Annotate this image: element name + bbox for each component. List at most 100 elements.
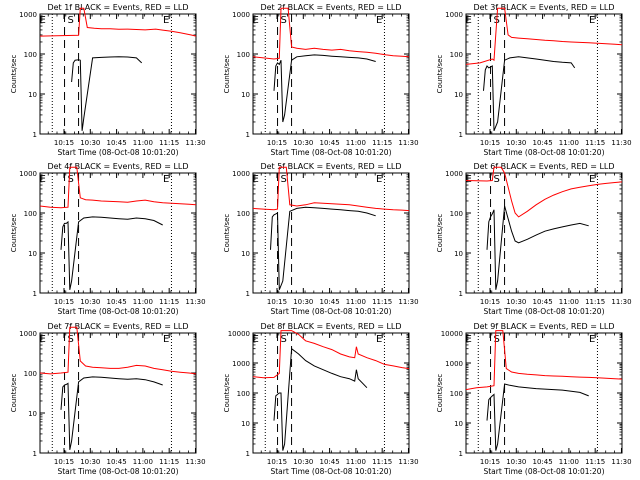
series-line-lld	[39, 166, 197, 209]
detector-panel-2: Det 2f BLACK = Events, RED = LLD 1 10 100 10…	[223, 3, 419, 157]
panel-title: Det 5f BLACK = Events, RED = LLD	[260, 162, 401, 171]
detector-panel-3: Det 3f BLACK = Events, RED = LLD 1 10 100 10…	[436, 3, 632, 157]
x-tick-label: 11:15	[372, 458, 392, 466]
series-line-events	[270, 206, 376, 290]
marker-letter-s: S	[493, 334, 499, 345]
x-tick-label: 11:00	[559, 139, 579, 147]
detector-panel-7: Det 7f BLACK = Events, RED = LLD 1 10 100 10…	[10, 322, 206, 476]
marker-letter-s: S	[493, 174, 499, 185]
x-tick-label: 10:45	[533, 458, 553, 466]
x-tick-label: 10:45	[320, 458, 340, 466]
plot-frame	[465, 332, 623, 454]
y-tick-label: 10	[28, 410, 37, 418]
marker-letter-s: S	[280, 334, 286, 345]
y-tick-label: 1	[33, 290, 37, 298]
marker-letter-e: E	[589, 334, 595, 345]
x-axis-label: Start Time (08-Oct-08 10:01:20)	[57, 307, 178, 316]
y-tick-label: 1	[246, 290, 250, 298]
series-line-lld	[39, 7, 197, 37]
plot-frame	[465, 172, 623, 294]
marker-letter-s: S	[67, 334, 73, 345]
marker-letter-e: E	[39, 15, 45, 26]
x-tick-label: 10:30	[506, 298, 526, 306]
plot-frame	[39, 332, 197, 454]
x-axis-label: Start Time (08-Oct-08 10:01:20)	[57, 467, 178, 476]
marker-letter-e: E	[39, 334, 45, 345]
y-axis-label: Counts/sec	[10, 55, 18, 94]
y-tick-label: 10	[454, 91, 463, 99]
x-tick-label: 11:15	[159, 458, 179, 466]
series-line-events	[483, 56, 576, 131]
y-tick-label: 10	[28, 91, 37, 99]
x-tick-label: 10:15	[54, 458, 74, 466]
y-tick-label: 10	[241, 420, 250, 428]
marker-letter-s: S	[67, 174, 73, 185]
x-tick-label: 10:30	[80, 298, 100, 306]
x-tick-label: 10:30	[506, 139, 526, 147]
plot-frame	[39, 172, 197, 294]
x-tick-label: 11:30	[611, 139, 631, 147]
y-tick-label: 1000	[445, 170, 463, 178]
y-tick-label: 10000	[228, 330, 250, 338]
y-tick-label: 1000	[19, 330, 37, 338]
x-tick-label: 10:45	[533, 139, 553, 147]
plot-frame	[252, 13, 410, 135]
y-tick-label: 1000	[445, 11, 463, 19]
series-line-lld	[252, 166, 410, 212]
marker-letter-e: E	[376, 334, 382, 345]
panel-title: Det 7f BLACK = Events, RED = LLD	[47, 322, 188, 331]
x-tick-label: 11:30	[611, 458, 631, 466]
detector-panel-1: Det 1f BLACK = Events, RED = LLD 1 10 100 10…	[10, 3, 206, 157]
x-tick-label: 11:15	[372, 298, 392, 306]
series-line-lld	[252, 7, 410, 60]
x-axis-label: Start Time (08-Oct-08 10:01:20)	[270, 148, 391, 157]
y-axis-label: Counts/sec	[436, 55, 444, 94]
x-tick-label: 10:30	[293, 139, 313, 147]
x-tick-label: 10:30	[80, 139, 100, 147]
x-axis-label: Start Time (08-Oct-08 10:01:20)	[57, 148, 178, 157]
series-line-events	[486, 205, 589, 290]
x-tick-label: 11:30	[611, 298, 631, 306]
y-tick-label: 1000	[19, 170, 37, 178]
panel-title: Det 8f BLACK = Events, RED = LLD	[260, 322, 401, 331]
y-tick-label: 1	[459, 131, 463, 139]
panel-title: Det 9f BLACK = Events, RED = LLD	[473, 322, 614, 331]
detector-panel-4: Det 4f BLACK = Events, RED = LLD 1 10 100 10…	[10, 162, 206, 316]
marker-letter-e: E	[376, 15, 382, 26]
panel-title: Det 4f BLACK = Events, RED = LLD	[47, 162, 188, 171]
y-axis-label: Counts/sec	[436, 214, 444, 253]
y-tick-label: 10	[241, 91, 250, 99]
y-tick-label: 100	[24, 370, 37, 378]
marker-letter-e: E	[376, 174, 382, 185]
x-tick-label: 11:30	[398, 458, 418, 466]
marker-letter-e: E	[163, 174, 169, 185]
x-tick-label: 11:00	[559, 458, 579, 466]
x-tick-label: 10:30	[506, 458, 526, 466]
x-tick-label: 10:15	[267, 458, 287, 466]
x-tick-label: 10:30	[293, 458, 313, 466]
series-line-events	[273, 347, 368, 451]
y-tick-label: 10	[454, 420, 463, 428]
x-tick-label: 11:00	[346, 298, 366, 306]
x-tick-label: 10:30	[293, 298, 313, 306]
marker-letter-e: E	[163, 15, 169, 26]
y-tick-label: 10	[241, 250, 250, 258]
y-tick-label: 100	[24, 51, 37, 59]
y-tick-label: 1	[33, 131, 37, 139]
y-tick-label: 1000	[445, 360, 463, 368]
detector-panel-8: Det 8f BLACK = Events, RED = LLD 1 10 100 10…	[223, 322, 419, 476]
y-tick-label: 10	[28, 250, 37, 258]
y-axis-label: Counts/sec	[10, 214, 18, 253]
x-tick-label: 11:15	[372, 139, 392, 147]
x-tick-label: 11:00	[559, 298, 579, 306]
marker-letter-e: E	[465, 15, 471, 26]
series-line-lld	[465, 166, 623, 218]
x-tick-label: 11:15	[585, 458, 605, 466]
x-tick-label: 11:00	[133, 139, 153, 147]
x-tick-label: 11:30	[398, 139, 418, 147]
y-axis-label: Counts/sec	[223, 55, 231, 94]
x-tick-label: 10:45	[320, 139, 340, 147]
x-tick-label: 11:00	[346, 458, 366, 466]
marker-letter-e: E	[252, 334, 258, 345]
